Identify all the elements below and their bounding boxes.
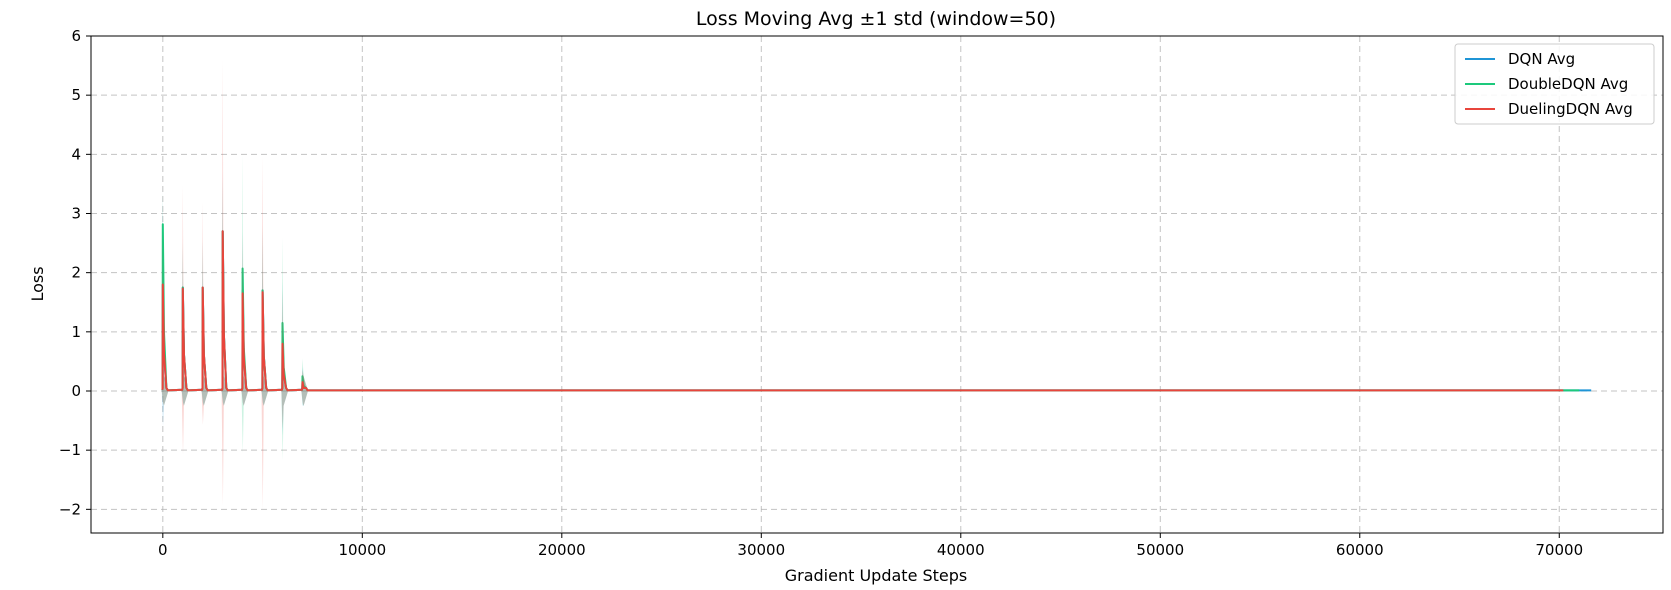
avg-line — [161, 223, 1580, 392]
series-doubledqn-avg — [161, 153, 1580, 461]
plot-area — [161, 59, 1592, 510]
x-tick-label: 20000 — [538, 541, 586, 559]
y-axis: −2 −1 0 1 2 3 4 5 6 — [59, 27, 91, 518]
y-tick-label: 1 — [71, 323, 81, 341]
x-axis-label: Gradient Update Steps — [785, 566, 968, 585]
std-band — [281, 281, 288, 436]
y-axis-label: Loss — [28, 266, 47, 301]
y-tick-label: −2 — [59, 500, 81, 518]
x-tick-label: 70000 — [1535, 541, 1583, 559]
series-dqn-avg — [161, 172, 1592, 436]
x-tick-label: 40000 — [937, 541, 985, 559]
std-band — [301, 358, 308, 406]
std-band — [281, 237, 288, 461]
std-band — [221, 59, 228, 506]
x-tick-label: 30000 — [737, 541, 785, 559]
series-duelingdqn-avg — [161, 59, 1564, 510]
legend-box — [1454, 43, 1655, 125]
x-tick-label: 50000 — [1136, 541, 1184, 559]
y-tick-label: 4 — [71, 145, 81, 163]
y-tick-label: 0 — [71, 382, 81, 400]
y-tick-label: 2 — [71, 264, 81, 282]
std-band — [281, 290, 288, 429]
x-axis: 0 10000 20000 30000 40000 50000 60000 70000 — [158, 533, 1583, 559]
x-tick-label: 10000 — [338, 541, 386, 559]
std-band — [261, 156, 268, 510]
plot-frame — [90, 35, 1664, 534]
avg-line — [161, 230, 1592, 392]
legend-label: DoubleDQN Avg — [1508, 75, 1628, 93]
avg-line — [161, 230, 1564, 392]
y-tick-label: 6 — [71, 27, 81, 45]
x-tick-label: 0 — [158, 541, 168, 559]
chart-title: Loss Moving Avg ±1 std (window=50) — [696, 8, 1056, 30]
y-tick-label: −1 — [59, 441, 81, 459]
legend: DQN Avg DoubleDQN Avg DuelingDQN Avg — [1454, 43, 1655, 125]
legend-label: DuelingDQN Avg — [1508, 100, 1633, 118]
y-tick-label: 3 — [71, 205, 81, 223]
grid — [91, 35, 1663, 533]
x-tick-label: 60000 — [1336, 541, 1384, 559]
legend-label: DQN Avg — [1508, 50, 1575, 68]
y-tick-label: 5 — [71, 86, 81, 104]
